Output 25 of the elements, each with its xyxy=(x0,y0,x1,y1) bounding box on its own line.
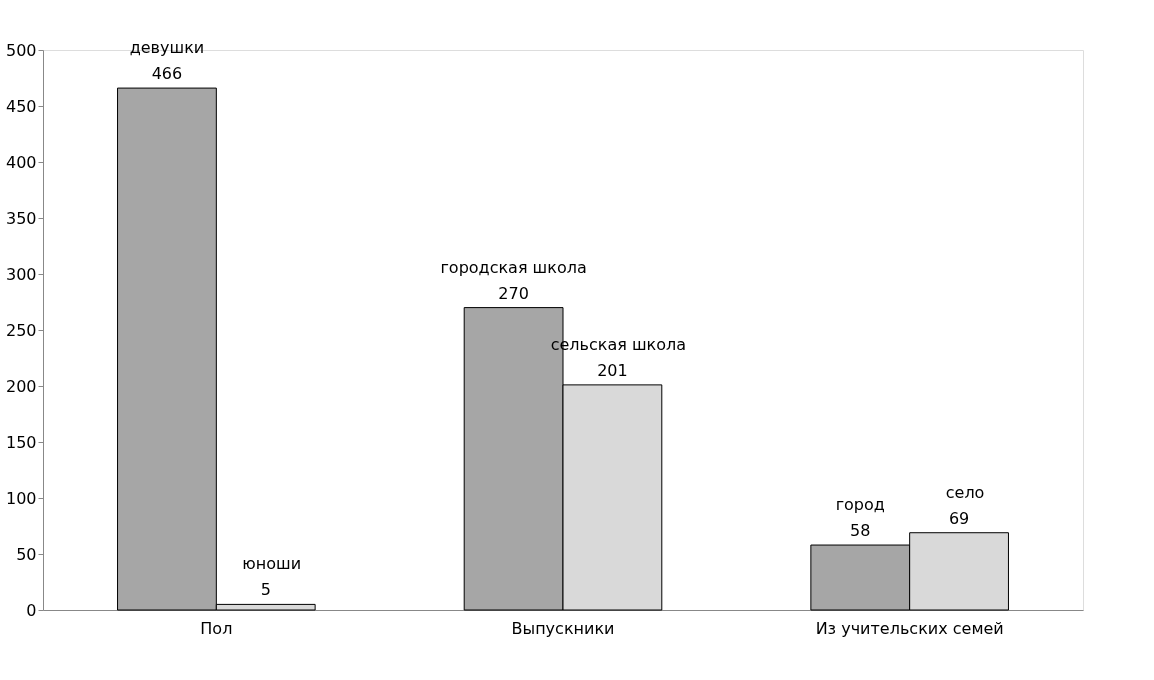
y-tick-label: 450 xyxy=(5,96,37,116)
y-tick-label: 0 xyxy=(26,600,37,620)
y-tick-label: 150 xyxy=(5,432,37,452)
data-label: 466 xyxy=(151,64,183,84)
y-tick-label: 100 xyxy=(5,488,37,508)
y-tick-label: 200 xyxy=(5,376,37,396)
data-label: 58 xyxy=(850,521,871,541)
y-tick-label: 500 xyxy=(5,40,37,60)
data-label: 5 xyxy=(260,580,271,600)
y-tick-label: 300 xyxy=(5,264,37,284)
annotation: юноши xyxy=(242,554,302,574)
y-tick-label: 50 xyxy=(16,544,37,564)
x-tick-label: Выпускники xyxy=(511,618,615,638)
data-label: 69 xyxy=(948,508,970,528)
x-tick-label: Из учительских семей xyxy=(815,618,1004,638)
data-label: 270 xyxy=(498,283,529,303)
annotation: городская школа xyxy=(440,257,587,277)
annotation: девушки xyxy=(129,38,205,58)
x-tick-label: Пол xyxy=(200,618,233,638)
data-label: 201 xyxy=(597,360,628,380)
y-tick-label: 400 xyxy=(5,152,37,172)
y-tick-label: 250 xyxy=(5,320,37,340)
annotation: село xyxy=(945,482,985,502)
y-tick-label: 350 xyxy=(5,208,37,228)
annotation: город xyxy=(835,495,885,515)
